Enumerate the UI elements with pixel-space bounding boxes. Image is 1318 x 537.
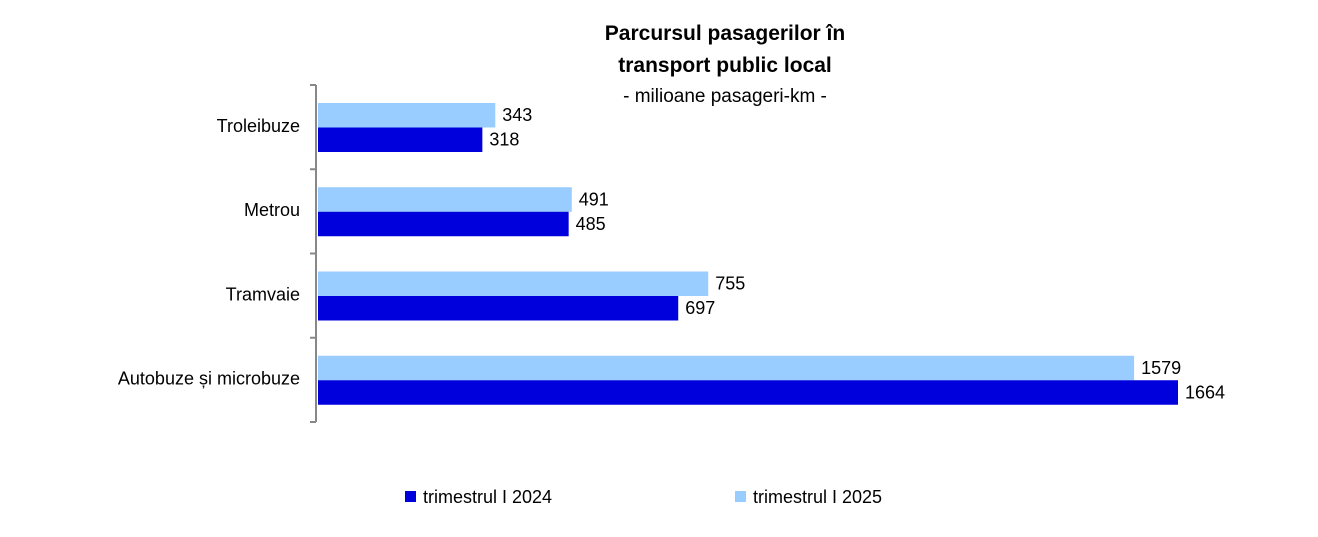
bar <box>318 355 1135 381</box>
data-label: 343 <box>502 105 532 125</box>
y-tick-label: Tramvaie <box>226 284 300 304</box>
legend-swatch <box>405 491 416 502</box>
bar <box>318 187 572 212</box>
bar <box>318 211 569 237</box>
chart-subtitle: - milioane pasageri-km - <box>623 86 827 107</box>
data-label: 485 <box>576 214 606 234</box>
data-label: 1579 <box>1141 358 1181 378</box>
data-label: 318 <box>489 130 519 150</box>
legend-swatch <box>735 491 746 502</box>
y-tick-label: Autobuze și microbuze <box>118 369 300 389</box>
bar <box>318 380 1178 405</box>
legend-label: trimestrul I 2024 <box>423 487 552 507</box>
bar <box>318 271 709 296</box>
data-label: 755 <box>715 274 745 294</box>
bar <box>318 127 483 152</box>
bar <box>318 296 679 321</box>
y-tick-label: Metrou <box>244 200 300 220</box>
data-label: 1664 <box>1185 382 1225 402</box>
bar <box>318 103 496 128</box>
legend-label: trimestrul I 2025 <box>753 487 882 507</box>
chart-title: Parcursul pasagerilor în transport publi… <box>604 22 846 77</box>
data-label: 697 <box>685 298 715 318</box>
y-tick-label: Troleibuze <box>217 116 300 136</box>
data-label: 491 <box>579 189 609 209</box>
